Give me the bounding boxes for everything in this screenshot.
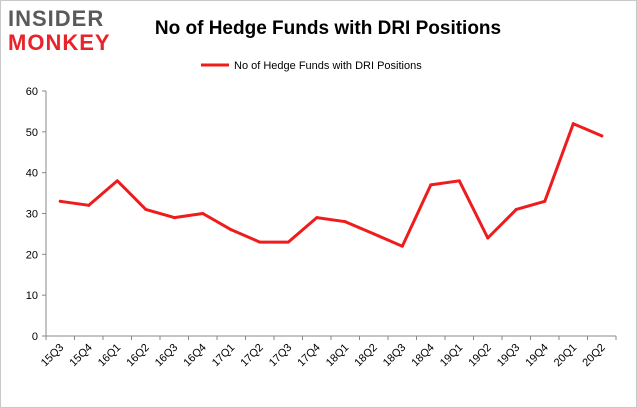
x-tick-label: 16Q3: [153, 342, 181, 370]
y-tick-label: 0: [32, 331, 38, 343]
data-point: [144, 207, 148, 211]
data-point: [315, 216, 319, 220]
x-tick-label: 16Q1: [96, 342, 124, 370]
x-tick-label: 20Q2: [580, 342, 608, 370]
x-tick-label: 18Q2: [352, 342, 380, 370]
x-tick-label: 15Q4: [67, 342, 95, 370]
data-point: [514, 207, 518, 211]
x-tick-label: 18Q4: [409, 342, 437, 370]
x-tick-label: 18Q3: [381, 342, 409, 370]
data-point: [543, 199, 547, 203]
y-tick-label: 50: [26, 127, 38, 139]
data-point: [486, 236, 490, 240]
y-tick-label: 40: [26, 168, 38, 180]
legend-label: No of Hedge Funds with DRI Positions: [234, 60, 422, 72]
x-tick-label: 17Q3: [267, 342, 295, 370]
y-tick-label: 20: [26, 249, 38, 261]
data-point: [429, 183, 433, 187]
x-tick-label: 18Q1: [324, 342, 352, 370]
x-tick-label: 19Q2: [466, 342, 494, 370]
data-point: [600, 134, 604, 138]
plot-area: [58, 122, 604, 248]
chart-title: No of Hedge Funds with DRI Positions: [155, 18, 501, 39]
data-point: [343, 220, 347, 224]
y-tick-label: 10: [26, 290, 38, 302]
y-tick-label: 30: [26, 209, 38, 221]
data-point: [115, 179, 119, 183]
x-tick-label: 15Q3: [39, 342, 67, 370]
x-tick-label: 20Q1: [552, 342, 580, 370]
data-point: [201, 212, 205, 215]
x-tick-label: 16Q2: [124, 342, 152, 370]
data-point: [229, 228, 233, 232]
data-point: [87, 203, 91, 207]
x-tick-label: 19Q4: [523, 342, 551, 370]
x-tick-label: 17Q2: [238, 342, 266, 370]
y-tick-label: 60: [26, 86, 38, 98]
logo: INSIDER MONKEY: [8, 6, 111, 55]
legend: No of Hedge Funds with DRI Positions: [201, 60, 422, 72]
data-point: [400, 244, 404, 248]
series-line: [58, 122, 604, 248]
data-point: [457, 179, 461, 183]
logo-line-monkey: MONKEY: [8, 30, 111, 55]
x-tick-label: 17Q1: [210, 342, 238, 370]
x-tick-label: 19Q3: [495, 342, 523, 370]
logo-line-insider: INSIDER: [8, 6, 104, 31]
data-point: [58, 199, 62, 203]
data-point: [571, 122, 575, 126]
x-tick-label: 16Q4: [181, 342, 209, 370]
data-point: [258, 240, 262, 244]
data-point: [172, 216, 176, 220]
x-tick-label: 17Q4: [295, 342, 323, 370]
data-point: [372, 232, 376, 236]
data-point: [286, 240, 290, 244]
x-tick-label: 19Q1: [438, 342, 466, 370]
